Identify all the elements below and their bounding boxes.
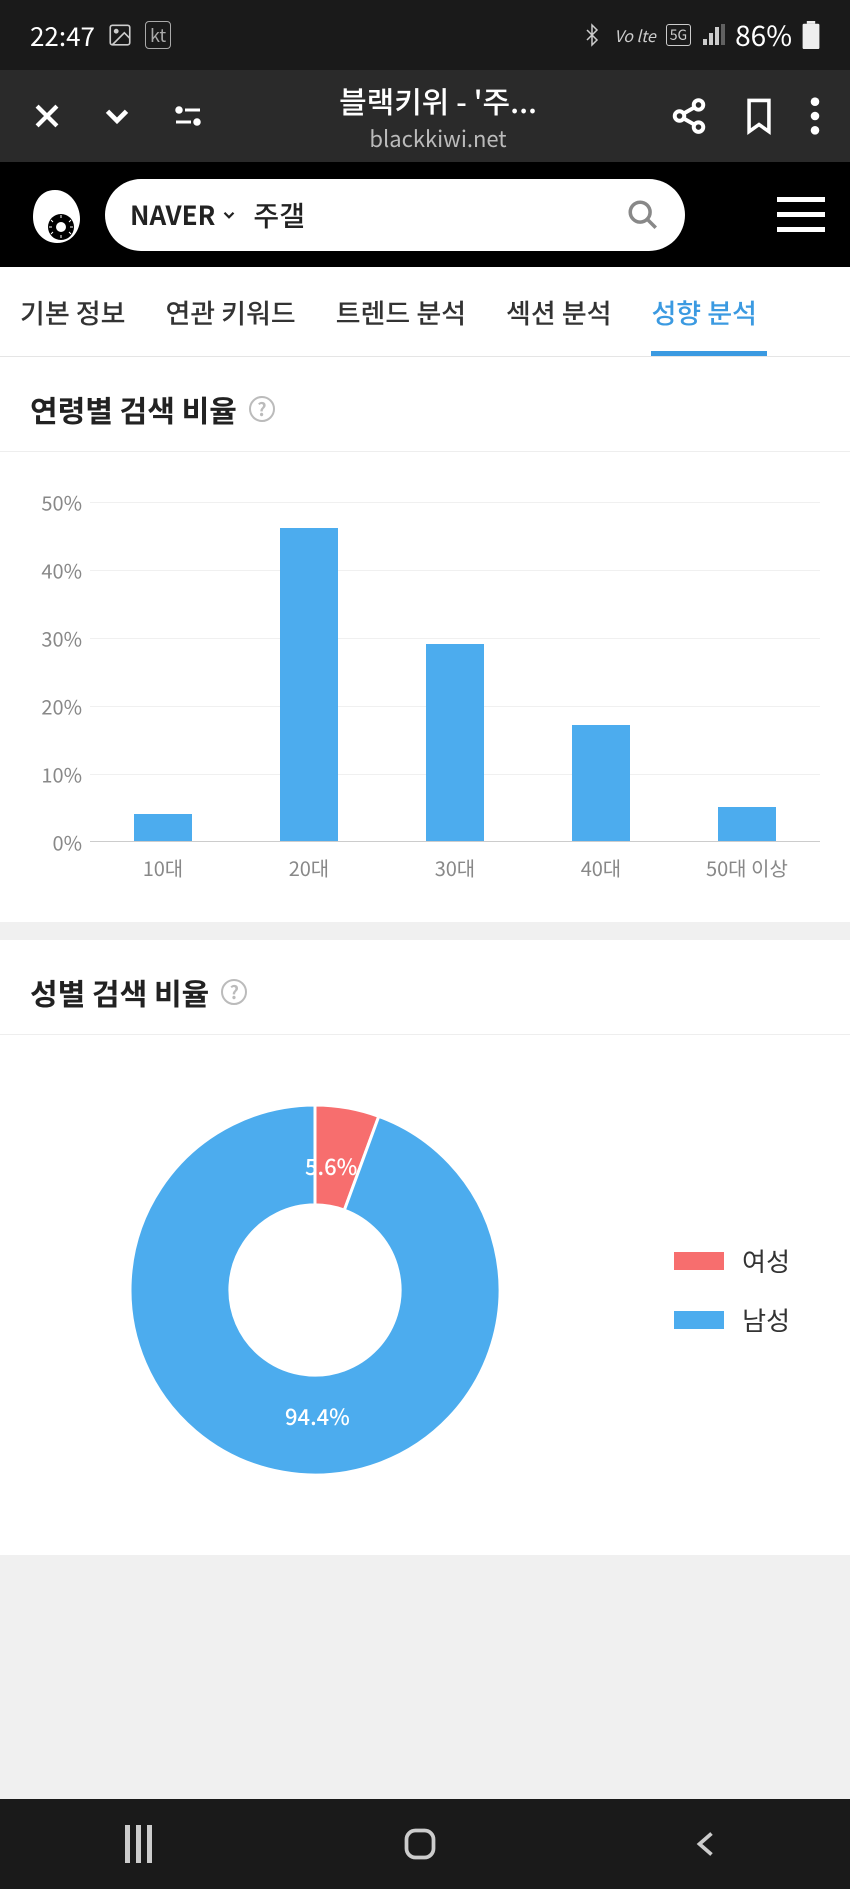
y-tick: 0%	[52, 828, 82, 857]
bar[interactable]	[718, 807, 776, 841]
tab-row: 기본 정보연관 키워드트렌드 분석섹션 분석성향 분석	[0, 267, 850, 357]
blackkiwi-logo[interactable]	[25, 185, 85, 245]
bar-wrap	[697, 807, 797, 841]
x-label: 10대	[113, 853, 213, 882]
x-label: 40대	[551, 853, 651, 882]
search-provider-dropdown[interactable]: NAVER	[130, 196, 238, 233]
page-url: blackkiwi.net	[369, 122, 506, 154]
y-tick: 20%	[41, 692, 82, 721]
bookmark-icon[interactable]	[742, 96, 776, 136]
status-right: Vo lte 5G 86%	[580, 15, 820, 55]
image-icon	[107, 22, 133, 48]
x-label: 30대	[405, 853, 505, 882]
gender-donut-chart: 5.6% 94.4%	[130, 1105, 500, 1475]
bars-container	[90, 502, 820, 842]
legend-item[interactable]: 남성	[674, 1301, 790, 1338]
bar-wrap	[405, 644, 505, 841]
age-section-header: 연령별 검색 비율 ?	[0, 357, 850, 452]
help-icon[interactable]: ?	[249, 396, 275, 422]
share-icon[interactable]	[670, 97, 708, 135]
gender-title: 성별 검색 비율	[30, 970, 209, 1014]
app-header: NAVER 주갤	[0, 162, 850, 267]
carrier-badge: kt	[145, 21, 171, 49]
bar[interactable]	[280, 528, 338, 841]
status-bar: 22:47 kt Vo lte 5G 86%	[0, 0, 850, 70]
y-tick: 30%	[41, 624, 82, 653]
chevron-down-icon[interactable]	[98, 97, 136, 135]
age-bar-chart: 0%10%20%30%40%50% 10대20대30대40대50대 이상	[30, 502, 820, 882]
search-icon[interactable]	[626, 198, 660, 232]
donut-label-female: 5.6%	[305, 1150, 357, 1182]
legend-swatch	[674, 1311, 724, 1329]
battery-percent: 86%	[735, 15, 792, 55]
network-5g-icon: 5G	[666, 24, 691, 46]
search-input[interactable]: 주갤	[253, 195, 611, 235]
help-icon[interactable]: ?	[221, 979, 247, 1005]
x-label: 20대	[259, 853, 359, 882]
tab-0[interactable]: 기본 정보	[0, 267, 145, 356]
y-tick: 10%	[41, 760, 82, 789]
legend-item[interactable]: 여성	[674, 1242, 790, 1279]
browser-bar: 블랙키위 - '주... blackkiwi.net	[0, 70, 850, 162]
chevron-down-icon	[220, 206, 238, 224]
bluetooth-icon	[580, 23, 604, 47]
search-bar[interactable]: NAVER 주갤	[105, 179, 685, 251]
status-time: 22:47	[30, 17, 95, 54]
y-tick: 50%	[41, 488, 82, 517]
gender-section: 성별 검색 비율 ? 5.6% 94.4% 여성남성	[0, 940, 850, 1555]
hamburger-menu-icon[interactable]	[777, 197, 825, 232]
more-icon[interactable]	[810, 96, 820, 136]
battery-icon	[802, 21, 820, 49]
bar[interactable]	[572, 725, 630, 841]
x-label: 50대 이상	[697, 853, 797, 882]
back-button[interactable]	[689, 1826, 725, 1862]
tab-1[interactable]: 연관 키워드	[145, 267, 315, 356]
gender-legend: 여성남성	[674, 1242, 790, 1338]
gender-chart-area: 5.6% 94.4% 여성남성	[0, 1035, 850, 1555]
bar-wrap	[113, 814, 213, 841]
gender-section-header: 성별 검색 비율 ?	[0, 940, 850, 1035]
tab-4[interactable]: 성향 분석	[631, 267, 776, 356]
tab-2[interactable]: 트렌드 분석	[316, 267, 486, 356]
settings-toggles-icon[interactable]	[170, 98, 206, 134]
search-provider-label: NAVER	[130, 196, 215, 233]
legend-label: 여성	[742, 1242, 790, 1279]
bar-wrap	[259, 528, 359, 841]
donut-label-male: 94.4%	[285, 1400, 350, 1432]
vo-lte-icon: Vo lte	[614, 23, 655, 47]
recent-apps-button[interactable]	[125, 1825, 152, 1863]
status-left: 22:47 kt	[30, 17, 171, 54]
browser-title-area[interactable]: 블랙키위 - '주... blackkiwi.net	[240, 78, 636, 154]
signal-icon	[701, 23, 725, 47]
y-tick: 40%	[41, 556, 82, 585]
tab-3[interactable]: 섹션 분석	[486, 267, 631, 356]
age-chart-area: 0% 10% 20% 30% 40% 50% 10대 20대 30대 40대 50대 이상	[0, 452, 850, 922]
y-axis: 0%10%20%30%40%50%	[30, 502, 90, 842]
legend-label: 남성	[742, 1301, 790, 1338]
age-title: 연령별 검색 비율	[30, 387, 237, 431]
age-section: 연령별 검색 비율 ? 0% 10% 20% 30% 40% 50% 10대 20대 30대 4…	[0, 357, 850, 922]
close-icon[interactable]	[30, 99, 64, 133]
x-axis: 10대 20대 30대 40대 50대 이상	[90, 853, 820, 882]
bar-wrap	[551, 725, 651, 841]
legend-swatch	[674, 1252, 724, 1270]
page-title: 블랙키위 - '주...	[339, 78, 537, 122]
system-nav-bar	[0, 1799, 850, 1889]
bar[interactable]	[134, 814, 192, 841]
bar[interactable]	[426, 644, 484, 841]
home-button[interactable]	[402, 1826, 438, 1862]
